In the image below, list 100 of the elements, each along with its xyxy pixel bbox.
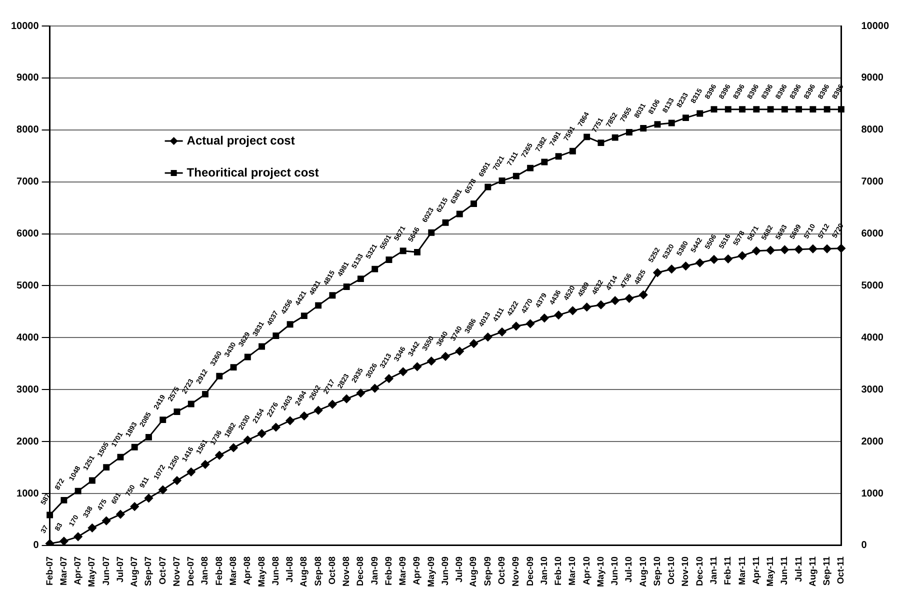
- x-tick-label: Aug-11: [807, 556, 818, 586]
- point: [810, 106, 816, 113]
- point: [512, 322, 520, 330]
- y-tick-label: 7000: [16, 176, 40, 188]
- x-tick-label: Sep-08: [312, 556, 323, 586]
- x-tick-label: Mar-11: [736, 556, 747, 586]
- point: [116, 510, 125, 519]
- point: [172, 476, 182, 485]
- point: [624, 294, 634, 303]
- point: [470, 339, 478, 348]
- x-tick-label: Jun-08: [270, 556, 280, 586]
- x-tick-label: Oct-09: [496, 556, 507, 584]
- point: [400, 248, 406, 254]
- x-tick-label: Jan-09: [369, 556, 380, 586]
- point: [836, 244, 846, 253]
- point: [808, 244, 818, 254]
- point: [258, 343, 266, 350]
- y-tick-label: 9000: [16, 72, 40, 84]
- point: [229, 443, 238, 452]
- point: [286, 321, 294, 328]
- point: [201, 460, 210, 469]
- point: [243, 436, 252, 444]
- y2-tick-label: 4000: [861, 332, 884, 344]
- x-tick-label: Dec-07: [186, 556, 196, 586]
- point: [555, 153, 562, 160]
- x-tick-label: Apr-07: [72, 556, 83, 585]
- point: [60, 496, 68, 504]
- point: [412, 362, 422, 371]
- point: [158, 486, 168, 494]
- point: [146, 434, 152, 440]
- point: [696, 258, 704, 268]
- point: [300, 312, 308, 320]
- x-tick-label: Mar-08: [228, 556, 238, 586]
- point: [767, 106, 774, 113]
- point: [766, 246, 775, 255]
- y-tick-label: 5000: [16, 280, 40, 292]
- point: [88, 524, 96, 532]
- x-tick-label: Oct-10: [666, 556, 676, 584]
- point: [668, 120, 675, 126]
- point: [372, 266, 378, 272]
- point: [568, 306, 577, 315]
- point: [343, 284, 350, 290]
- point: [428, 229, 435, 236]
- point: [584, 134, 590, 140]
- point: [710, 255, 718, 264]
- point: [74, 532, 82, 541]
- x-tick-label: Aug-09: [468, 556, 478, 587]
- x-tick-label: Jul-11: [793, 556, 804, 582]
- point: [174, 408, 180, 415]
- point: [357, 276, 364, 282]
- x-tick-label: Apr-09: [412, 556, 422, 585]
- point: [598, 140, 604, 146]
- x-tick-label: Sep-11: [822, 556, 832, 586]
- x-tick-label: May-08: [256, 556, 266, 587]
- point: [328, 400, 337, 409]
- point: [724, 254, 732, 264]
- x-tick-label: Sep-10: [652, 556, 662, 586]
- x-tick-label: Jul-10: [624, 556, 634, 582]
- x-tick-label: Jun-10: [610, 556, 620, 586]
- y-tick-label: 3000: [16, 384, 40, 396]
- point: [654, 121, 661, 128]
- point: [442, 219, 449, 226]
- point: [315, 302, 322, 309]
- point: [74, 488, 82, 494]
- point: [612, 134, 618, 141]
- point: [554, 310, 563, 320]
- x-tick-label: Jan-11: [708, 556, 718, 585]
- point: [526, 319, 535, 328]
- y-tick-label: 10000: [10, 20, 40, 32]
- x-tick-label: Feb-10: [553, 556, 564, 586]
- y2-tick-label: 3000: [861, 384, 884, 396]
- point: [681, 262, 690, 270]
- point: [470, 200, 477, 207]
- point: [780, 245, 789, 254]
- point: [384, 374, 394, 383]
- point: [342, 394, 351, 404]
- point: [441, 352, 450, 361]
- point: [386, 256, 392, 263]
- point: [824, 106, 830, 113]
- point: [752, 246, 761, 256]
- x-tick-label: Nov-09: [510, 556, 521, 586]
- point: [160, 416, 166, 424]
- point: [46, 539, 54, 546]
- point: [484, 332, 492, 342]
- x-tick-label: Aug-07: [129, 556, 140, 587]
- x-tick-label: May-07: [86, 556, 97, 587]
- y-tick-label: 0: [33, 540, 40, 552]
- legend-label: Theoritical project cost: [186, 165, 319, 180]
- point: [215, 451, 224, 460]
- x-tick-label: Feb-08: [214, 556, 224, 586]
- point: [710, 106, 718, 113]
- point: [596, 300, 606, 310]
- point: [130, 502, 139, 511]
- x-tick-label: Oct-11: [836, 556, 846, 584]
- point: [696, 110, 704, 117]
- point: [88, 477, 96, 484]
- x-tick-label: Feb-09: [383, 556, 394, 586]
- point: [498, 328, 506, 336]
- x-tick-label: Aug-08: [298, 556, 309, 587]
- y2-tick-label: 7000: [861, 176, 884, 188]
